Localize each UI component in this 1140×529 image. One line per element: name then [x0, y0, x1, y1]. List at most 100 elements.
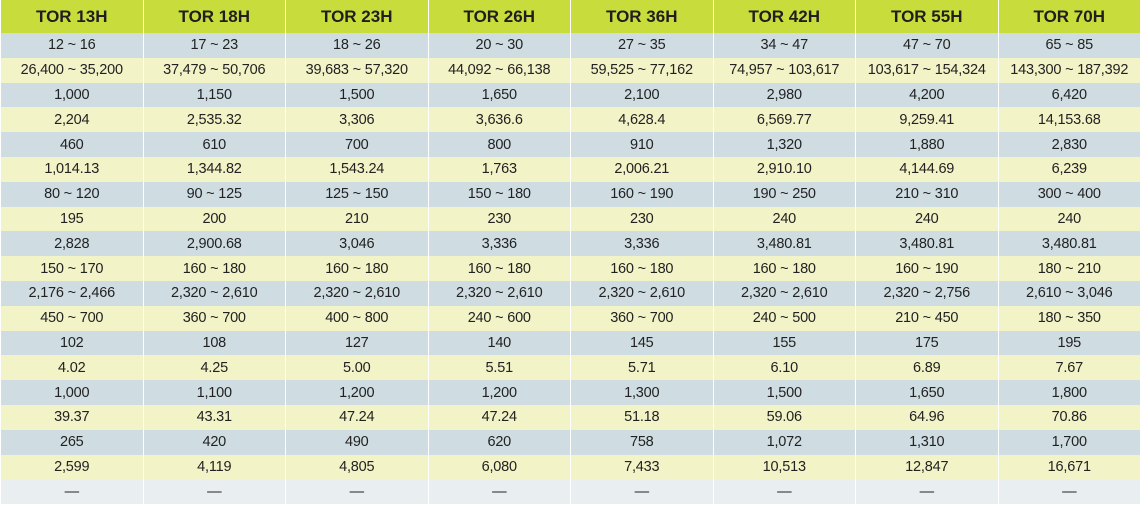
table-cell: 160 ~ 190 [855, 256, 999, 281]
table-cell: 70.86 [997, 404, 1140, 430]
table-row: 12 ~ 16 17 ~ 23 18 ~ 26 20 ~ 30 27 ~ 35 34 ~ … [0, 33, 1140, 58]
table-cell: 1,200 [427, 380, 571, 405]
table-row: — — — — — — — — [0, 479, 1140, 505]
table-cell: 1,300 [570, 380, 714, 405]
table-cell: 200 [142, 206, 286, 232]
table-cell: 1,200 [285, 380, 429, 405]
table-cell: 210 ~ 310 [855, 181, 999, 207]
table-cell: 160 ~ 180 [427, 256, 571, 281]
table-cell: 2,006.21 [570, 156, 714, 182]
table-cell: 450 ~ 700 [0, 305, 144, 331]
table-row: 460 610 700 800 910 1,320 1,880 2,830 [0, 132, 1140, 157]
table-row: 4.02 4.25 5.00 5.51 5.71 6.10 6.89 7.67 [0, 355, 1140, 381]
table-cell: 14,153.68 [997, 107, 1140, 133]
table-row: 1,014.13 1,344.82 1,543.24 1,763 2,006.21 2,9… [0, 156, 1140, 182]
table-cell: 4,144.69 [855, 156, 999, 182]
table-cell: 37,479 ~ 50,706 [142, 57, 286, 83]
table-cell: 2,320 ~ 2,610 [285, 280, 429, 306]
table-cell: 51.18 [570, 404, 714, 430]
table-cell: — [142, 479, 286, 505]
table-cell: — [0, 479, 144, 505]
table-cell: 17 ~ 23 [142, 33, 286, 58]
table-cell: 2,100 [570, 82, 714, 108]
table-cell: 160 ~ 180 [142, 256, 286, 281]
table-cell: 210 [285, 206, 429, 232]
table-cell: 1,543.24 [285, 156, 429, 182]
table-row: 2,828 2,900.68 3,046 3,336 3,336 3,480.81 3,48… [0, 231, 1140, 257]
table-cell: 620 [427, 429, 571, 455]
table-cell: 195 [997, 330, 1140, 356]
table-cell: 47.24 [285, 404, 429, 430]
table-cell: 140 [427, 330, 571, 356]
table-cell: 1,310 [855, 429, 999, 455]
table-cell: 460 [0, 132, 144, 157]
table-cell: 5.51 [427, 355, 571, 381]
table-cell: 300 ~ 400 [997, 181, 1140, 207]
table-row: 39.37 43.31 47.24 47.24 51.18 59.06 64.96 70.86 [0, 404, 1140, 430]
table-cell: 39,683 ~ 57,320 [285, 57, 429, 83]
table-row: 102 108 127 140 145 155 175 195 [0, 330, 1140, 356]
table-cell: 2,980 [712, 82, 856, 108]
table-cell: 2,320 ~ 2,610 [142, 280, 286, 306]
table-cell: 240 ~ 600 [427, 305, 571, 331]
table-cell: 175 [855, 330, 999, 356]
table-cell: 1,150 [142, 82, 286, 108]
table-cell: 1,072 [712, 429, 856, 455]
table-cell: 143,300 ~ 187,392 [997, 57, 1140, 83]
table-cell: 190 ~ 250 [712, 181, 856, 207]
header-row: TOR 13H TOR 18H TOR 23H TOR 26H TOR 36H … [0, 0, 1140, 33]
table-row: 26,400 ~ 35,200 37,479 ~ 50,706 39,683 ~ 5… [0, 57, 1140, 83]
table-cell: 102 [0, 330, 144, 356]
column-header-tor-18h: TOR 18H [142, 0, 286, 33]
table-cell: 2,204 [0, 107, 144, 133]
table-cell: 2,828 [0, 231, 144, 257]
table-cell: 39.37 [0, 404, 144, 430]
table-row: 2,599 4,119 4,805 6,080 7,433 10,513 12,847 16,… [0, 454, 1140, 480]
column-header-tor-55h: TOR 55H [855, 0, 999, 33]
table-cell: 265 [0, 429, 144, 455]
table-cell: 910 [570, 132, 714, 157]
table-cell: 6.89 [855, 355, 999, 381]
table-cell: 1,000 [0, 82, 144, 108]
table-cell: 1,880 [855, 132, 999, 157]
table-cell: 2,610 ~ 3,046 [997, 280, 1140, 306]
table-cell: 1,000 [0, 380, 144, 405]
table-cell: 6,239 [997, 156, 1140, 182]
table-cell: 2,830 [997, 132, 1140, 157]
table-cell: 210 ~ 450 [855, 305, 999, 331]
table-cell: 3,480.81 [997, 231, 1140, 257]
table-cell: 1,320 [712, 132, 856, 157]
table-cell: 127 [285, 330, 429, 356]
table-row: 1,000 1,100 1,200 1,200 1,300 1,500 1,650 1,800 [0, 380, 1140, 405]
table-row: 150 ~ 170 160 ~ 180 160 ~ 180 160 ~ 180 160 … [0, 256, 1140, 281]
table-cell: 27 ~ 35 [570, 33, 714, 58]
table-cell: 6,569.77 [712, 107, 856, 133]
table-cell: 7,433 [570, 454, 714, 480]
table-cell: 240 [712, 206, 856, 232]
table-cell: 160 ~ 180 [285, 256, 429, 281]
column-header-tor-70h: TOR 70H [997, 0, 1140, 33]
table-cell: 16,671 [997, 454, 1140, 480]
table-cell: 240 ~ 500 [712, 305, 856, 331]
table-cell: — [427, 479, 571, 505]
table-cell: 160 ~ 180 [712, 256, 856, 281]
spec-table: TOR 13H TOR 18H TOR 23H TOR 26H TOR 36H … [0, 0, 1140, 505]
table-cell: 47.24 [427, 404, 571, 430]
table-cell: 758 [570, 429, 714, 455]
table-cell: 4,119 [142, 454, 286, 480]
table-cell: 6,420 [997, 82, 1140, 108]
column-header-tor-23h: TOR 23H [285, 0, 429, 33]
table-cell: 64.96 [855, 404, 999, 430]
table-cell: 1,100 [142, 380, 286, 405]
table-cell: 360 ~ 700 [570, 305, 714, 331]
table-cell: 125 ~ 150 [285, 181, 429, 207]
table-cell: 160 ~ 190 [570, 181, 714, 207]
table-cell: 230 [570, 206, 714, 232]
table-cell: — [997, 479, 1140, 505]
table-cell: 800 [427, 132, 571, 157]
table-cell: — [570, 479, 714, 505]
table-cell: 3,046 [285, 231, 429, 257]
table-cell: 2,535.32 [142, 107, 286, 133]
table-cell: 155 [712, 330, 856, 356]
table-cell: 2,910.10 [712, 156, 856, 182]
